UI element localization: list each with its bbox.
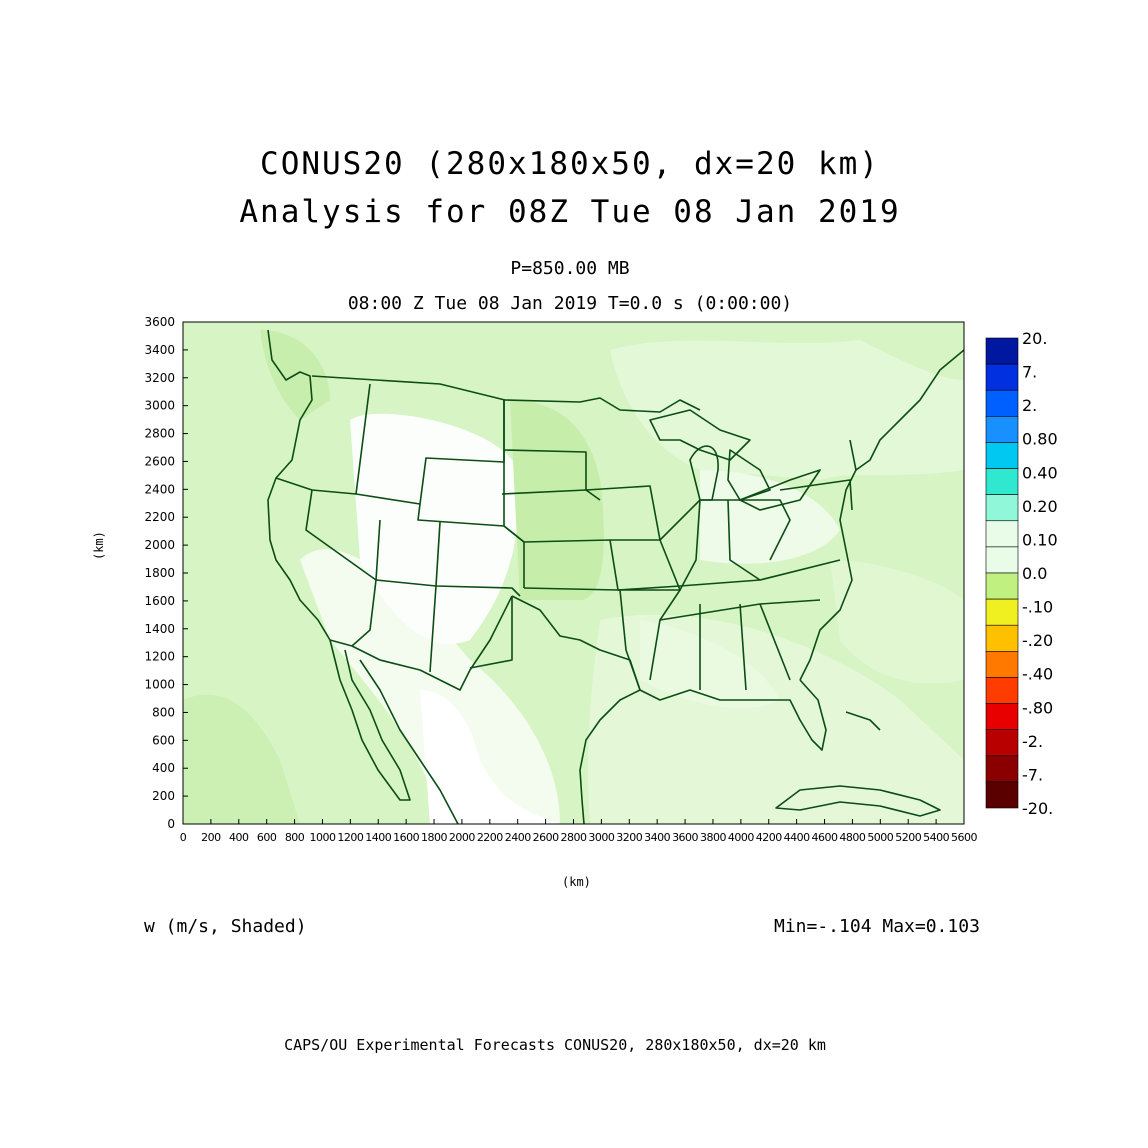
colorbar-swatch — [985, 389, 1019, 417]
colorbar-label: -.10 — [1022, 598, 1053, 617]
colorbar-swatch — [985, 442, 1019, 469]
colorbar-swatch — [985, 520, 1019, 548]
y-tick-label: 1400 — [144, 622, 175, 636]
x-tick-label: 5000 — [867, 831, 893, 844]
x-tick-label: 4200 — [756, 831, 782, 844]
x-tick-label: 400 — [229, 831, 249, 844]
colorbar-label: 20. — [1022, 329, 1047, 348]
x-tick-label: 1600 — [393, 831, 419, 844]
y-tick-label: 3000 — [144, 399, 175, 413]
map-boundaries — [267, 329, 964, 824]
colorbar-label: 0.40 — [1022, 463, 1058, 482]
x-tick-label: 1200 — [337, 831, 363, 844]
x-tick-label: 4600 — [812, 831, 838, 844]
y-tick-label: 200 — [152, 789, 175, 803]
colorbar-swatch — [985, 468, 1019, 495]
y-tick-label: 3200 — [144, 371, 175, 385]
x-tick-label: 1000 — [309, 831, 335, 844]
x-tick-label: 2400 — [505, 831, 531, 844]
colorbar-label: 2. — [1022, 396, 1037, 415]
y-tick-label: 2800 — [144, 427, 175, 441]
x-tick-label: 0 — [180, 831, 187, 844]
x-tick-label: 4000 — [728, 831, 754, 844]
y-tick-label: 2400 — [144, 482, 175, 496]
y-tick-label: 2600 — [144, 454, 175, 468]
colorbar-swatch — [985, 337, 1019, 365]
x-tick-label: 3600 — [672, 831, 698, 844]
x-tick-label: 3400 — [644, 831, 670, 844]
y-tick-label: 1600 — [144, 594, 175, 608]
colorbar-swatch — [985, 494, 1019, 522]
colorbar-label: -.80 — [1022, 698, 1053, 717]
colorbar-label: -20. — [1022, 799, 1053, 818]
y-tick-label: 3400 — [144, 343, 175, 357]
plot-title-line1: CONUS20 (280x180x50, dx=20 km) — [260, 146, 880, 182]
shaded-field — [183, 322, 964, 824]
x-tick-label: 3000 — [588, 831, 614, 844]
colorbar-swatch — [985, 624, 1019, 652]
y-tick-label: 2000 — [144, 538, 175, 552]
x-axis-label: (km) — [562, 875, 591, 889]
colorbar: 20. 7. 2. 0.80 0.40 0.20 0.10 0.0 -.10 -.20 -.40 -.… — [985, 329, 1058, 818]
y-axis: 0 200 400 600 800 1000 1200 1400 1600 1800 2000 220… — [144, 315, 188, 831]
x-tick-label: 4400 — [784, 831, 810, 844]
x-tick-label: 800 — [285, 831, 305, 844]
valid-time-label: 08:00 Z Tue 08 Jan 2019 T=0.0 s (0:00:00… — [347, 293, 793, 314]
colorbar-swatch — [985, 677, 1019, 704]
colorbar-swatch — [985, 572, 1019, 600]
colorbar-swatch — [985, 755, 1019, 783]
x-tick-label: 2200 — [477, 831, 503, 844]
y-tick-label: 1000 — [144, 678, 175, 692]
y-tick-label: 400 — [152, 761, 175, 775]
colorbar-label: -.40 — [1022, 665, 1053, 684]
x-tick-label: 5400 — [923, 831, 949, 844]
field-label: w (m/s, Shaded) — [144, 916, 307, 937]
x-tick-label: 4800 — [839, 831, 865, 844]
x-tick-label: 3800 — [700, 831, 726, 844]
colorbar-label: -.20 — [1022, 631, 1053, 650]
colorbar-label: 0.10 — [1022, 530, 1058, 549]
y-tick-label: 600 — [152, 733, 175, 747]
x-axis: 0 200 400 600 800 1000 1200 1400 1600 1800 2000 220… — [180, 819, 978, 844]
footer-credit: CAPS/OU Experimental Forecasts CONUS20, … — [284, 1036, 826, 1054]
y-tick-label: 3600 — [144, 315, 175, 329]
colorbar-label: 0.80 — [1022, 430, 1058, 449]
x-tick-label: 2000 — [449, 831, 475, 844]
x-tick-label: 200 — [201, 831, 221, 844]
colorbar-label: -2. — [1022, 732, 1043, 751]
colorbar-swatch — [985, 651, 1019, 678]
y-tick-label: 2200 — [144, 510, 175, 524]
colorbar-swatch — [985, 416, 1019, 443]
colorbar-label: 0.0 — [1022, 564, 1047, 583]
colorbar-label: -7. — [1022, 765, 1043, 784]
x-tick-label: 3200 — [616, 831, 642, 844]
colorbar-swatch — [985, 363, 1019, 391]
colorbar-swatch — [985, 546, 1019, 574]
y-tick-label: 1200 — [144, 650, 175, 664]
y-tick-label: 0 — [167, 817, 175, 831]
pressure-level-label: P=850.00 MB — [510, 258, 630, 279]
colorbar-swatch — [985, 729, 1019, 757]
plot-title-line2: Analysis for 08Z Tue 08 Jan 2019 — [239, 194, 901, 230]
x-tick-label: 5600 — [951, 831, 977, 844]
colorbar-label: 0.20 — [1022, 497, 1058, 516]
x-tick-label: 600 — [257, 831, 277, 844]
colorbar-swatch — [985, 781, 1019, 809]
x-tick-label: 2600 — [533, 831, 559, 844]
colorbar-swatch — [985, 598, 1019, 626]
colorbar-swatch — [985, 703, 1019, 730]
min-max-label: Min=-.104 Max=0.103 — [774, 916, 980, 937]
x-tick-label: 2800 — [561, 831, 587, 844]
x-tick-label: 1800 — [421, 831, 447, 844]
y-tick-label: 1800 — [144, 566, 175, 580]
x-tick-label: 1400 — [365, 831, 391, 844]
y-axis-label: (km) — [92, 531, 106, 560]
x-tick-label: 5200 — [895, 831, 921, 844]
y-tick-label: 800 — [152, 705, 175, 719]
colorbar-label: 7. — [1022, 363, 1037, 382]
